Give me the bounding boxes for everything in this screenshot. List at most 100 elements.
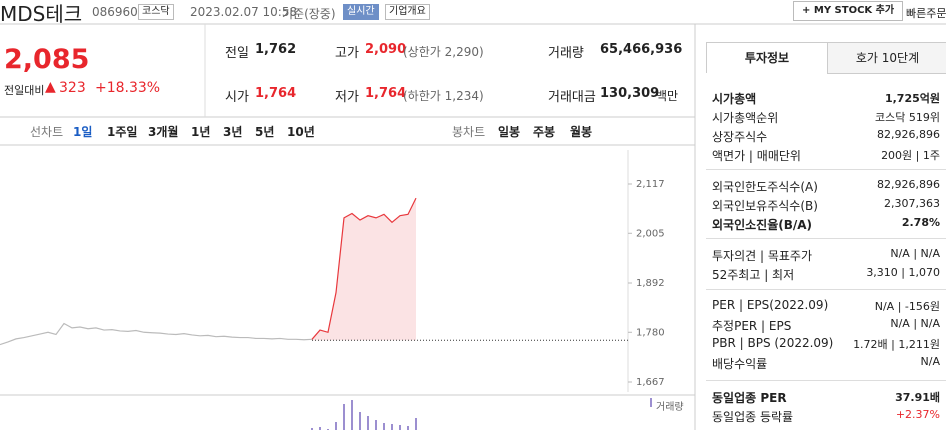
volume-bar (375, 420, 377, 430)
stock-name: MDS테크 (0, 2, 83, 26)
info-label: 동일업종 PER (712, 391, 787, 405)
current-price: 2,085 (4, 44, 90, 75)
quote-value: 1,762 (255, 42, 297, 57)
info-label: 동일업종 등락률 (712, 410, 794, 424)
volume-bar (367, 416, 369, 430)
realtime[interactable]: 실시간 (343, 4, 379, 20)
date: 2023.02.07 10:58 (190, 5, 298, 19)
volume-bar (391, 424, 393, 430)
info-value: N/A | N/A (890, 317, 940, 330)
quote-value: 1,764 (365, 86, 407, 101)
info-value: 1,725억원 (884, 92, 940, 105)
info-label: 추정PER | EPS (712, 319, 792, 333)
company-info[interactable]: 기업개요 (385, 4, 430, 20)
info-label: 외국인한도주식수(A) (712, 180, 818, 194)
info-value: 3,310 | 1,070 (866, 266, 940, 279)
period-tab[interactable]: 1주일 (107, 125, 138, 139)
quote-value: 2,090 (365, 42, 407, 57)
info-value: +2.37% (895, 408, 940, 421)
info-label: PBR | BPS (2022.09) (712, 336, 834, 350)
volume-legend-key (650, 398, 659, 407)
price-line (0, 322, 313, 346)
info-value: N/A | N/A (890, 247, 940, 260)
volume-bar (383, 423, 385, 430)
candle-tab[interactable]: 일봉 (498, 125, 521, 139)
y-tick-label: 2,117 (636, 179, 665, 190)
area (312, 198, 416, 341)
quote-label: 고가 (335, 46, 359, 61)
volume-bar (319, 427, 321, 430)
period-tab[interactable]: 10년 (287, 125, 315, 139)
group-divider (706, 289, 946, 290)
volume-bar (407, 426, 409, 430)
info-value: 2,307,363 (884, 197, 940, 210)
group-divider (706, 238, 946, 239)
y-tick-label: 2,005 (636, 228, 665, 239)
volume-bar (311, 428, 313, 430)
volume-bar (415, 418, 417, 430)
info-value: 82,926,896 (877, 178, 940, 191)
info-label: 투자의견 | 목표주가 (712, 249, 812, 263)
change: 323 (59, 80, 86, 96)
quote-label: 거래대금 (548, 90, 596, 105)
candle-tab[interactable]: 월봉 (570, 125, 593, 139)
quote-value: 130,309 (600, 86, 660, 101)
quote-value: 1,764 (255, 86, 297, 101)
change-label: 전일대비 (4, 84, 45, 97)
side-tab[interactable]: 투자정보 (706, 42, 828, 73)
info-value: N/A | -156원 (874, 300, 940, 313)
period-tab[interactable]: 5년 (255, 125, 275, 139)
info-value: N/A (920, 355, 940, 368)
quote-label: 저가 (335, 90, 359, 105)
info-value: 82,926,896 (877, 128, 940, 141)
info-label: 52주최고 | 최저 (712, 268, 795, 282)
period-tab[interactable]: 3년 (223, 125, 243, 139)
basis: 기준(장중) (282, 7, 336, 21)
period-tab[interactable]: 1년 (191, 125, 211, 139)
group-divider (706, 169, 946, 170)
quick-order[interactable]: 빠른주문 (906, 7, 946, 20)
side-tab[interactable]: 호가 10단계 (827, 42, 946, 74)
quote-unit: 백만 (656, 89, 679, 103)
y-tick-label: 1,667 (636, 377, 665, 388)
info-label: 외국인소진율(B/A) (712, 218, 813, 232)
price-line (311, 197, 417, 340)
info-label: 시가총액순위 (712, 111, 779, 125)
info-value: 200원 | 1주 (881, 149, 940, 162)
period-tab[interactable]: 3개월 (148, 125, 179, 139)
market: 코스닥 (138, 4, 174, 20)
quote-extra: (상한가 2,290) (403, 45, 484, 59)
quote-value: 65,466,936 (600, 42, 683, 57)
info-label: PER | EPS(2022.09) (712, 298, 829, 312)
info-label: 배당수익률 (712, 357, 768, 371)
period-tab[interactable]: 1일 (73, 125, 93, 139)
volume-bar (351, 400, 353, 430)
info-label: 시가총액 (712, 92, 757, 106)
y-tick-label: 1,892 (636, 278, 665, 289)
info-label: 외국인보유주식수(B) (712, 199, 818, 213)
info-value: 2.78% (901, 216, 940, 229)
up-arrow: ▲ (45, 79, 56, 95)
info-value: 1.72배 | 1,211원 (853, 338, 940, 351)
quote-label: 거래량 (548, 46, 584, 61)
info-label: 상장주식수 (712, 130, 768, 144)
quote-label: 전일 (225, 46, 249, 61)
y-tick-label: 1,780 (636, 327, 665, 338)
my-stock: MY STOCK 추가 (813, 5, 895, 16)
stock-code: 086960 (92, 5, 138, 19)
my-stock-button[interactable]: + MY STOCK 추가 (793, 1, 904, 21)
candle-tab[interactable]: 주봉 (533, 125, 556, 139)
quote-label: 시가 (225, 90, 249, 105)
volume-legend: 거래량 (656, 402, 684, 413)
line-chart-label: 선차트 (30, 125, 64, 139)
group-divider (706, 380, 946, 381)
info-value: 코스닥 519위 (875, 111, 940, 124)
info-label: 액면가 | 매매단위 (712, 149, 801, 163)
candle-chart-label: 봉차트 (452, 125, 486, 139)
change-pct: +18.33% (95, 80, 161, 96)
volume-bar (343, 404, 345, 430)
plus-icon: + (802, 5, 814, 16)
volume-bar (335, 422, 337, 430)
volume-bar (359, 412, 361, 430)
